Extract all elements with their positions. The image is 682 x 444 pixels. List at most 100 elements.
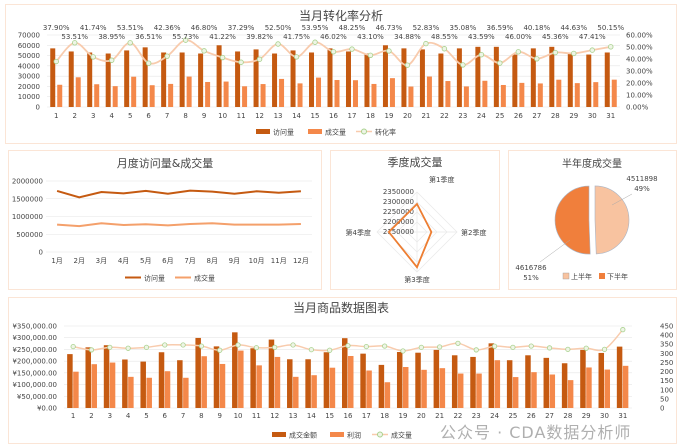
deals-bar: [94, 84, 100, 107]
right-axis-tick: 450: [660, 323, 673, 331]
deals-bar: [131, 76, 137, 107]
quarter-panel: [330, 150, 500, 290]
conversion-rate-point: [275, 41, 281, 47]
amount-bar: [470, 356, 476, 408]
volume-point: [308, 347, 314, 353]
volume-point: [143, 344, 150, 350]
x-axis-tick: 12: [255, 112, 264, 120]
conversion-rate-label: 39.82%: [246, 33, 273, 41]
visits-bar: [604, 52, 610, 107]
visits-line: [56, 189, 301, 199]
conversion-rate-label: 43.10%: [357, 33, 384, 41]
amount-bar: [561, 363, 568, 408]
deals-bar: [316, 77, 322, 107]
x-axis-tick: 13: [289, 412, 298, 420]
left-axis-tick: ¥250,000.00: [12, 346, 57, 354]
profit-bar: [329, 367, 336, 408]
x-axis-tick: 20: [417, 412, 426, 420]
amount-bar: [451, 355, 458, 408]
product-chart-title: 当月商品数据图表: [293, 300, 389, 315]
conversion-rate-point: [534, 56, 540, 62]
right-axis-tick: 50: [660, 395, 669, 403]
x-axis-tick: 8月: [207, 257, 218, 265]
conversion-rate-point: [182, 37, 189, 43]
x-axis-tick: 16: [329, 112, 338, 120]
x-axis-tick: 1月: [51, 257, 62, 265]
legend-volume-label: 成交量: [391, 431, 412, 440]
quarter-label: 第2季度: [461, 228, 486, 237]
profit-bar: [201, 356, 207, 408]
amount-bar: [158, 352, 165, 408]
profit-bar: [128, 376, 134, 408]
profit-bar: [256, 365, 262, 408]
volume-point: [125, 345, 131, 351]
deals-bar: [408, 86, 414, 107]
profit-bar: [512, 377, 519, 408]
radar-axis-tick: 2250000: [383, 208, 414, 216]
visits-bar: [438, 53, 444, 107]
volume-point: [418, 344, 424, 350]
conversion-rate-label: 46.00%: [505, 33, 532, 41]
profit-bar: [348, 355, 354, 408]
right-axis-tick: 300: [660, 350, 673, 358]
x-axis-tick: 30: [588, 112, 597, 120]
conversion-rate-label: 53.95%: [302, 24, 329, 32]
x-axis-tick: 24: [477, 112, 486, 120]
watermark: 公众号 · CDA数据分析师: [440, 423, 632, 442]
amount-bar: [342, 338, 348, 408]
conversion-rate-point: [478, 51, 485, 58]
legend-visits-label: 访问量: [273, 128, 294, 137]
amount-bar: [525, 355, 531, 408]
deals-bar: [574, 83, 580, 107]
conversion-rate-point: [497, 60, 503, 66]
x-axis-tick: 28: [551, 112, 560, 120]
legend-profit-swatch: [330, 432, 344, 437]
y-axis-tick: 0: [39, 249, 43, 257]
deals-bar: [389, 78, 395, 107]
visits-bar: [530, 48, 536, 107]
x-axis-tick: 6: [163, 412, 168, 420]
x-axis-tick: 7月: [184, 257, 195, 265]
visits-bar: [290, 50, 296, 107]
conversion-rate-point: [441, 46, 448, 52]
deals-bar: [482, 80, 488, 107]
conversion-rate-label: 52.50%: [265, 24, 292, 32]
pie-percent-label: 49%: [634, 185, 650, 193]
left-axis-tick: 30000: [18, 73, 40, 81]
monthly-panel: [8, 150, 322, 290]
amount-bar: [543, 357, 550, 408]
profit-bar: [366, 370, 372, 408]
volume-point: [345, 343, 351, 349]
conversion-rate-label: 53.51%: [61, 33, 88, 41]
x-axis-tick: 1: [54, 112, 58, 120]
volume-point: [198, 343, 205, 349]
pie-slice-first-half: [594, 185, 630, 255]
pie-percent-label: 51%: [523, 274, 539, 282]
deals-bar: [537, 83, 543, 107]
deals-bar: [463, 86, 469, 107]
conversion-rate-point: [349, 46, 355, 52]
x-axis-tick: 18: [380, 412, 389, 420]
profit-bar: [494, 360, 501, 408]
deals-bar: [445, 81, 451, 107]
visits-bar: [309, 52, 315, 107]
visits-bar: [345, 51, 351, 107]
conversion-rate-label: 50.15%: [597, 24, 624, 32]
x-axis-tick: 17: [362, 412, 371, 420]
volume-point: [217, 347, 223, 353]
x-axis-tick: 14: [292, 112, 301, 120]
x-axis-tick: 23: [472, 412, 481, 420]
conversion-rate-point: [515, 49, 522, 55]
x-axis-tick: 21: [435, 412, 444, 420]
daily-chart-title: 当月转化率分析: [299, 8, 383, 23]
profit-bar: [183, 377, 189, 408]
left-axis-tick: ¥150,000.00: [12, 369, 57, 377]
conversion-rate-label: 41.22%: [209, 33, 236, 41]
conversion-rate-label: 35.08%: [450, 24, 477, 32]
profit-bar: [146, 377, 152, 408]
volume-point: [510, 344, 516, 350]
x-axis-tick: 26: [514, 112, 523, 120]
x-axis-tick: 3月: [96, 257, 107, 265]
visits-bar: [327, 48, 333, 107]
profit-bar: [73, 371, 79, 408]
